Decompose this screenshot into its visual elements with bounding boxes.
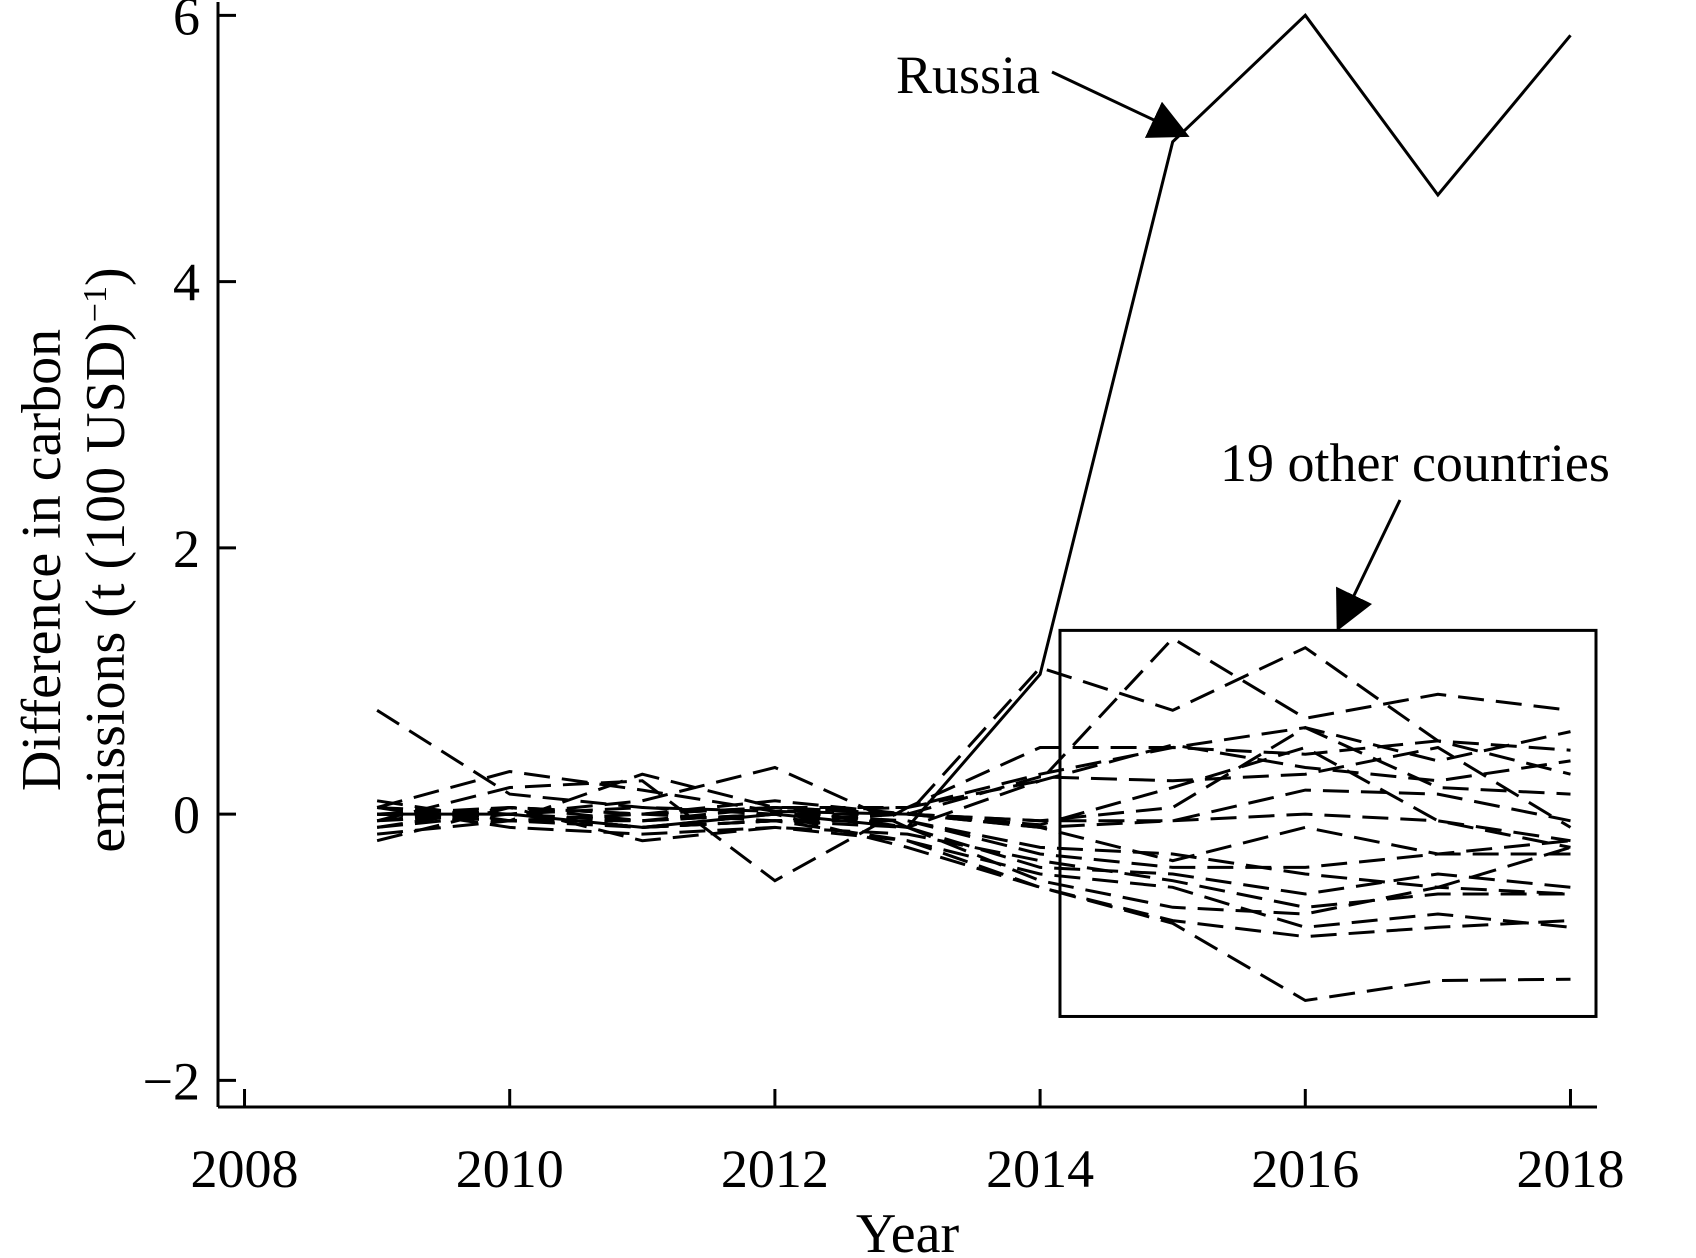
x-axis-title: Year: [856, 1203, 960, 1258]
annotation-russia: Russia: [896, 45, 1040, 105]
series-line-country-2: [376, 636, 1571, 813]
highlight-box: [1058, 628, 1598, 1018]
series-line-country-15: [376, 805, 1571, 909]
y-axis-title-line-1: Difference in carbon: [11, 329, 73, 791]
y-axis-title-close: ): [75, 267, 137, 286]
annotations-layer: Russia 19 other countries: [896, 45, 1610, 632]
x-tick-label: 2008: [191, 1139, 299, 1199]
y-axis-title-superscript: −1: [77, 286, 114, 322]
series-line-country-19: [377, 812, 1571, 1003]
series-line-country-16: [376, 806, 1571, 929]
y-tick-label: 4: [173, 253, 200, 313]
series-line-country-13: [376, 812, 1571, 869]
y-axis-title-line-2: emissions (t (100 USD): [75, 322, 137, 852]
y-axis-title: Difference in carbonemissions (t (100 US…: [11, 267, 137, 852]
series-line-country-6: [376, 745, 1572, 829]
ticks-layer: 2008 2010 2012 2014 2016 2018 −2 0 2 4 6: [143, 0, 1625, 1199]
annotation-other-countries: 19 other countries: [1220, 433, 1610, 493]
annotation-arrow: [1336, 499, 1402, 632]
series-layer: [376, 13, 1572, 1003]
y-tick-label: −2: [143, 1051, 200, 1111]
y-tick-label: 2: [173, 519, 200, 579]
x-tick-label: 2018: [1516, 1139, 1624, 1199]
x-tick-label: 2016: [1251, 1139, 1359, 1199]
series-line-country-10: [377, 805, 1571, 843]
x-tick-label: 2014: [986, 1139, 1094, 1199]
series-line-country-12: [376, 812, 1571, 889]
series-line-country-14: [377, 812, 1571, 896]
series-line-country-3: [376, 726, 1571, 823]
annotation-arrow: [1051, 70, 1190, 138]
series-line-country-4: [376, 739, 1571, 883]
series-line-country-17: [377, 812, 1571, 939]
x-tick-label: 2010: [456, 1139, 564, 1199]
series-line-country-5: [377, 743, 1571, 830]
y-tick-label: 6: [173, 0, 200, 46]
series-line-country-11: [376, 806, 1571, 863]
series-line-russia: [377, 13, 1572, 829]
series-line-country-1: [376, 645, 1571, 816]
x-tick-label: 2012: [721, 1139, 829, 1199]
series-line-country-18: [376, 805, 1571, 916]
axes-layer: [216, 2, 1597, 1109]
y-tick-label: 0: [173, 785, 200, 845]
